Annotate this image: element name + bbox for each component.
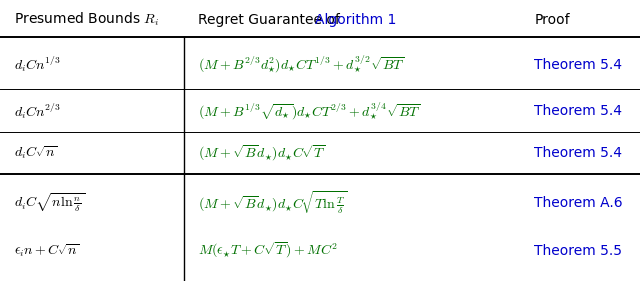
Text: Theorem 5.4: Theorem 5.4	[534, 146, 622, 160]
Text: Theorem 5.5: Theorem 5.5	[534, 244, 622, 258]
Text: $(M + \sqrt{B}d_{\star})d_{\star}C\sqrt{T \ln \frac{T}{\delta}}$: $(M + \sqrt{B}d_{\star})d_{\star}C\sqrt{…	[198, 189, 348, 216]
Text: Proof: Proof	[534, 13, 570, 27]
Text: $M(\epsilon_{\star}T + C\sqrt{T}) + MC^2$: $M(\epsilon_{\star}T + C\sqrt{T}) + MC^2…	[198, 241, 339, 260]
Text: Theorem A.6: Theorem A.6	[534, 196, 623, 210]
Text: Regret Guarantee of: Regret Guarantee of	[198, 13, 345, 27]
Text: $d_i Cn^{1/3}$: $d_i Cn^{1/3}$	[14, 55, 61, 74]
Text: $(M + B^{1/3}\sqrt{d_{\star}})d_{\star}CT^{2/3} + d_{\star}^{3/4}\sqrt{BT}$: $(M + B^{1/3}\sqrt{d_{\star}})d_{\star}C…	[198, 100, 421, 122]
Text: $d_i Cn^{2/3}$: $d_i Cn^{2/3}$	[14, 101, 61, 121]
Text: $d_i C\sqrt{n \ln \frac{n}{\delta}}$: $d_i C\sqrt{n \ln \frac{n}{\delta}}$	[14, 191, 85, 214]
Text: Theorem 5.4: Theorem 5.4	[534, 58, 622, 72]
Text: Presumed Bounds $R_i$: Presumed Bounds $R_i$	[14, 11, 159, 28]
Text: $d_i C\sqrt{n}$: $d_i C\sqrt{n}$	[14, 145, 57, 161]
Text: $(M + B^{2/3}d_{\star}^2)d_{\star}CT^{1/3} + d_{\star}^{3/2}\sqrt{BT}$: $(M + B^{2/3}d_{\star}^2)d_{\star}CT^{1/…	[198, 54, 405, 75]
Text: Algorithm 1: Algorithm 1	[315, 13, 396, 27]
Text: $\epsilon_i n + C\sqrt{n}$: $\epsilon_i n + C\sqrt{n}$	[14, 243, 79, 259]
Text: $(M + \sqrt{B}d_{\star})d_{\star}C\sqrt{T}$: $(M + \sqrt{B}d_{\star})d_{\star}C\sqrt{…	[198, 143, 326, 163]
Text: Theorem 5.4: Theorem 5.4	[534, 104, 622, 118]
